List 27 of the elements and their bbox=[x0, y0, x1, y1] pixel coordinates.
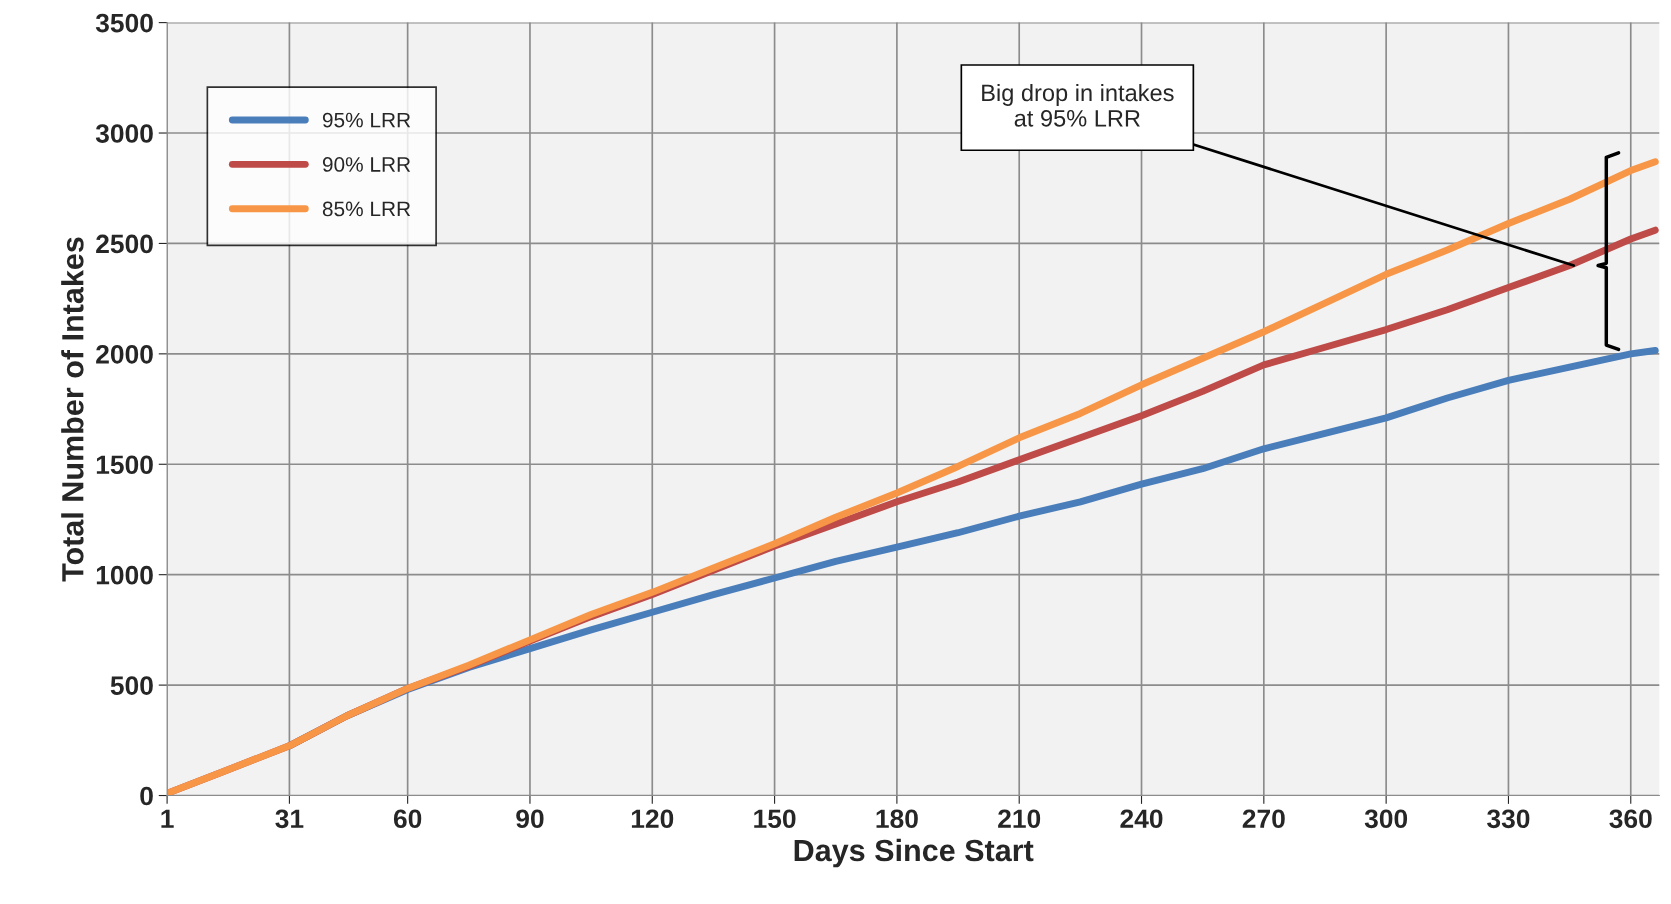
y-tick-label: 1500 bbox=[96, 455, 153, 475]
x-tick-label: 90 bbox=[516, 809, 544, 829]
x-tick-label: 1 bbox=[161, 809, 174, 828]
x-tick-label: 180 bbox=[876, 809, 918, 829]
x-tick-label: 240 bbox=[1120, 809, 1163, 829]
legend-label: 85% LRR bbox=[322, 201, 411, 217]
y-axis-title: Total Number of Intakes bbox=[61, 237, 84, 582]
x-tick-label: 31 bbox=[275, 809, 304, 829]
y-tick-label: 1000 bbox=[96, 565, 153, 585]
y-tick-label: 500 bbox=[110, 676, 153, 695]
legend-label: 95% LRR bbox=[322, 112, 411, 128]
x-tick-label: 330 bbox=[1487, 809, 1530, 829]
y-tick-label: 3000 bbox=[95, 124, 153, 143]
x-tick-label: 270 bbox=[1242, 809, 1285, 829]
y-tick-label: 0 bbox=[140, 786, 153, 806]
annotation: Big drop in intakes at 95% LRR bbox=[982, 83, 1174, 127]
x-tick-label: 300 bbox=[1364, 809, 1408, 829]
y-tick-label: 2500 bbox=[96, 234, 153, 254]
x-tick-label: 150 bbox=[754, 809, 796, 829]
x-tick-label: 210 bbox=[998, 809, 1041, 829]
x-tick-label: 60 bbox=[393, 809, 422, 829]
x-tick-label: 360 bbox=[1609, 809, 1652, 829]
y-tick-label: 3500 bbox=[95, 13, 153, 33]
legend-label: 90% LRR bbox=[322, 157, 411, 172]
y-tick-label: 2000 bbox=[96, 344, 153, 364]
x-tick-label: 120 bbox=[631, 809, 674, 829]
x-axis-title: Days Since Start bbox=[794, 838, 1034, 868]
